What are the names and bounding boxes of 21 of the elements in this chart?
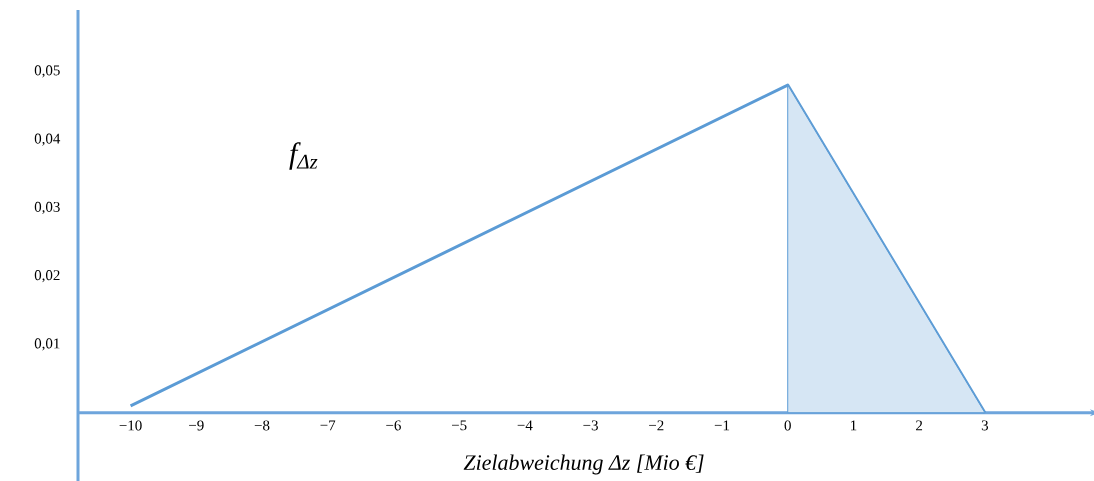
x-tick-label: −7 <box>320 420 336 431</box>
x-tick-label: 2 <box>916 420 923 431</box>
y-tick-label: 0,05 <box>34 65 60 78</box>
x-tick-label: 0 <box>784 420 791 431</box>
x-tick-label: −1 <box>714 420 730 431</box>
y-tick-label: 0,03 <box>34 201 60 215</box>
y-tick-label: 0,04 <box>34 133 61 146</box>
text: f$_{Δz}$ <box>289 142 318 170</box>
x-tick-label: −10 <box>119 420 142 431</box>
y-tick-label: 0,01 <box>34 338 60 351</box>
x-tick-label: −2 <box>649 420 664 431</box>
x-tick-label: −4 <box>517 420 533 431</box>
x-tick-label: −6 <box>386 420 401 431</box>
x-tick-label: 1 <box>851 420 857 431</box>
x-tick-label: −5 <box>451 420 467 431</box>
x-tick-label: −3 <box>583 420 598 431</box>
x-tick-label: 3 <box>981 420 989 431</box>
y-tick-label: 0,02 <box>34 270 60 283</box>
x-tick-label: −8 <box>254 420 270 431</box>
x-tick-label: −9 <box>189 420 204 431</box>
x-axis-title: Zielabweichung Δz [Mio €] <box>463 454 704 475</box>
